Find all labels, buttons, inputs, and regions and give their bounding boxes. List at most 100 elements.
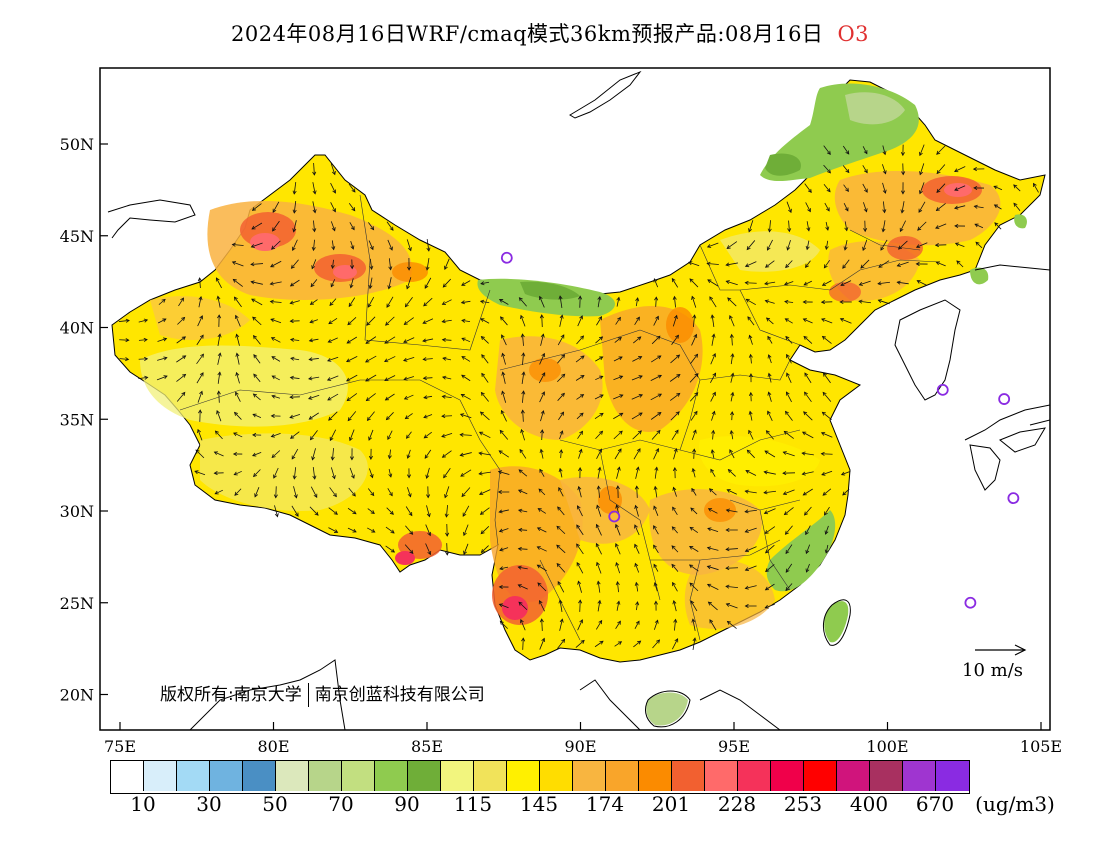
wind-arrow — [422, 338, 434, 343]
wind-arrow — [877, 281, 890, 286]
wind-arrow — [479, 507, 490, 515]
wind-arrow — [460, 300, 471, 305]
wind-arrow — [748, 220, 754, 233]
wind-arrow — [653, 485, 658, 498]
wind-arrow — [329, 429, 337, 442]
wind-arrow — [157, 356, 168, 361]
neighbour-coastlines — [107, 70, 1050, 730]
wind-arrow — [461, 487, 471, 498]
wind-arrow — [461, 337, 471, 343]
wind-arrow — [784, 318, 793, 324]
wind-arrow — [919, 163, 925, 176]
lat-tick-label: 20N — [60, 686, 94, 705]
wind-arrow — [671, 277, 679, 288]
wind-arrow — [672, 295, 677, 308]
wind-arrow — [386, 221, 394, 231]
wind-vector-field — [118, 144, 1039, 650]
wind-arrow — [520, 409, 525, 422]
wind-arrow — [881, 220, 886, 233]
wind-arrow — [292, 182, 297, 195]
wind-arrow — [250, 262, 264, 267]
wind-arrow — [403, 394, 414, 400]
wind-arrow — [820, 432, 833, 438]
wind-arrow — [615, 581, 620, 593]
wind-arrow — [862, 239, 868, 252]
wind-arrow — [901, 163, 906, 176]
wind-arrow — [707, 527, 719, 533]
wind-arrow — [558, 486, 564, 497]
wind-arrow — [707, 601, 718, 611]
wind-arrow — [725, 280, 738, 286]
wind-arrow — [461, 318, 471, 323]
wind-arrow — [576, 561, 584, 574]
wind-arrow — [521, 390, 526, 403]
wind-arrow — [726, 241, 738, 249]
wind-reference-arrow — [975, 644, 1027, 656]
wind-arrow — [558, 411, 565, 421]
wind-arrow — [233, 411, 242, 420]
wind-arrow — [730, 391, 735, 402]
legend-label: 30 — [196, 792, 222, 816]
wind-arrow — [517, 565, 528, 570]
wind-arrow — [481, 372, 489, 383]
wind-arrow — [444, 258, 450, 270]
wind-arrow — [176, 355, 187, 363]
wind-arrow — [594, 412, 604, 420]
wind-arrow — [405, 525, 414, 535]
wind-arrow — [366, 316, 376, 326]
wind-arrow — [478, 489, 491, 496]
wind-arrow — [765, 564, 775, 573]
wind-arrow — [595, 356, 604, 362]
wind-arrow — [729, 314, 735, 327]
wind-arrow — [441, 432, 453, 438]
wind-arrow — [367, 488, 375, 497]
wind-arrow — [764, 526, 776, 534]
wind-arrow — [578, 599, 583, 612]
wind-arrow — [824, 525, 829, 535]
wind-arrow — [217, 352, 222, 365]
wind-arrow — [270, 413, 281, 418]
wind-arrow — [821, 411, 832, 421]
wind-arrow — [405, 506, 413, 517]
wind-arrow — [764, 281, 776, 286]
wind-arrow — [1013, 184, 1021, 192]
wind-arrow — [689, 278, 699, 288]
wind-arrow — [650, 374, 662, 381]
wind-arrow — [480, 545, 489, 554]
wind-arrow — [843, 202, 849, 212]
wind-arrow — [520, 333, 525, 346]
wind-arrow — [349, 429, 355, 442]
wind-arrow — [441, 450, 452, 458]
wind-arrow — [157, 318, 167, 324]
wind-arrow — [575, 639, 585, 648]
wind-arrow — [176, 391, 186, 402]
wind-arrow — [786, 201, 792, 214]
wind-arrow — [615, 485, 620, 499]
wind-arrow — [576, 505, 583, 517]
wind-arrow — [804, 372, 812, 384]
wind-arrow — [271, 240, 281, 250]
wind-arrow — [559, 430, 564, 440]
wind-arrow — [235, 391, 241, 402]
wind-arrow — [461, 374, 471, 382]
wind-arrow — [706, 242, 719, 248]
wind-arrow — [557, 334, 565, 346]
wind-arrow — [689, 545, 699, 552]
wind-arrow — [197, 428, 203, 441]
legend-label: 115 — [453, 792, 493, 816]
wind-arrow — [367, 527, 376, 533]
wind-arrow — [802, 318, 813, 324]
wind-arrow — [138, 375, 149, 380]
legend-swatch — [474, 761, 507, 791]
wind-arrow — [384, 375, 396, 382]
wind-arrow — [595, 619, 603, 630]
wind-arrow — [252, 451, 262, 457]
wind-arrow — [197, 277, 202, 289]
wind-arrow — [441, 375, 452, 380]
wind-arrow — [993, 204, 1002, 210]
wind-arrow — [725, 584, 738, 589]
copyright-org1: 南京大学 — [233, 685, 302, 705]
wind-arrow — [805, 240, 810, 251]
wind-arrow — [387, 430, 393, 441]
wind-arrow — [326, 375, 339, 381]
